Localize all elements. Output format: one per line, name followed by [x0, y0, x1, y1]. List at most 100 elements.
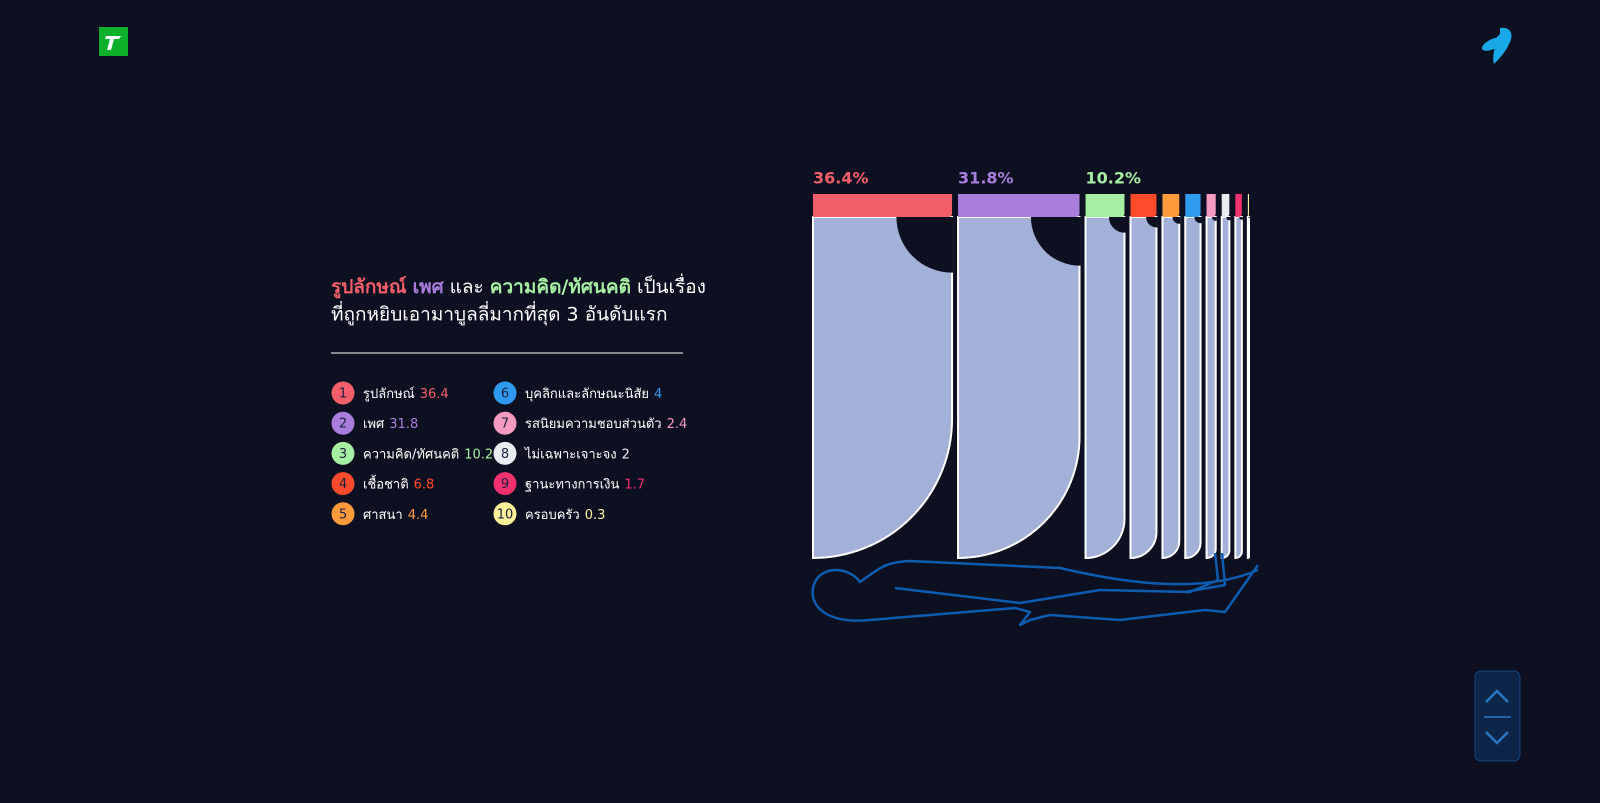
bar-notch: [1248, 217, 1250, 218]
legend-label: ศาสนา: [363, 507, 403, 522]
bar: [1235, 194, 1242, 217]
legend-value: 0.3: [585, 507, 606, 522]
headline-segment: ความคิด/ทัศนคติ: [490, 276, 631, 298]
bar: [813, 194, 953, 217]
legend-label: รูปลักษณ์: [363, 386, 415, 402]
bar-body: [1205, 216, 1217, 560]
bar-body: [1129, 216, 1158, 560]
legend-rank: 7: [501, 417, 509, 432]
legend-value: 10.2: [464, 447, 493, 462]
legend-rank: 5: [339, 507, 347, 522]
legend-dot: [331, 502, 355, 526]
legend-value: 1.7: [624, 477, 645, 492]
value-label: 31.8%: [958, 169, 1014, 188]
legend-item: ไม่เฉพาะเจาะจง 2: [524, 446, 630, 462]
bar-body: [1246, 216, 1250, 560]
legend-item: ความคิด/ทัศนคติ 10.2: [363, 447, 493, 462]
bar: [958, 194, 1080, 217]
legend-dot: [331, 441, 355, 465]
logo-leaf: [1481, 37, 1505, 51]
legend-rank: 4: [339, 477, 347, 492]
bar-body: [957, 216, 1081, 560]
legend-rank: 6: [501, 387, 509, 402]
bar: [1247, 194, 1249, 217]
bar: [1162, 194, 1180, 217]
scroll-nav[interactable]: [1474, 670, 1521, 762]
bar: [1085, 194, 1125, 217]
bar-notch: [1108, 217, 1126, 233]
bar: [1206, 194, 1216, 217]
bar-body: [1084, 216, 1126, 560]
bar-body: [1161, 216, 1181, 560]
headline-segment: และ: [450, 276, 484, 298]
nav-up[interactable]: [1485, 689, 1509, 703]
bar-notch: [1194, 217, 1202, 224]
legend-item: ครอบครัว 0.3: [525, 507, 605, 522]
legend-dot: [493, 411, 517, 435]
legend-dot: [331, 411, 355, 435]
legend-item: บุคลิกและลักษณะนิสัย 4: [525, 387, 662, 402]
legend-label: เพศ: [363, 417, 385, 432]
bar: [1130, 194, 1157, 217]
bar-notch: [1172, 217, 1181, 224]
logo-box: [99, 27, 128, 56]
bar-notch: [1239, 217, 1243, 220]
nav-box: [1474, 670, 1521, 762]
legend-value: 36.4: [420, 387, 449, 402]
headline-line: ที่ถูกหยิบเอามาบูลลี่มากที่สุด 3 อันดับแ…: [331, 301, 667, 327]
bar: [1221, 194, 1230, 217]
legend: 1 รูปลักษณ์ 36.4 2 เพศ 31.8 3 ความคิด/ทัศนคติ 10…: [331, 381, 687, 526]
bar-notch: [896, 217, 954, 273]
legend-rank: 2: [339, 417, 347, 432]
legend-rank: 9: [501, 477, 509, 492]
chart: 36.4% 31.8% 10.2%: [812, 169, 1250, 560]
legend-dot: [493, 381, 517, 405]
bar-body: [812, 216, 954, 560]
logo-glyph: [105, 36, 121, 50]
legend-label: ครอบครัว: [525, 507, 580, 522]
bar-notch: [1212, 217, 1217, 221]
legend-dot: [493, 502, 517, 526]
legend-item: รูปลักษณ์ 36.4: [363, 386, 449, 402]
legend-rank: 3: [339, 447, 347, 462]
logo-left[interactable]: [99, 27, 128, 56]
bar: [1185, 194, 1201, 217]
body-outline: [811, 552, 1260, 627]
legend-label: ความคิด/ทัศนคติ: [363, 447, 459, 462]
legend-rank: 10: [497, 507, 514, 522]
legend-dot: [331, 381, 355, 405]
legend-item: รสนิยมความชอบส่วนตัว 2.4: [525, 417, 687, 432]
value-label: 36.4%: [813, 169, 869, 188]
headline-segment: เพศ: [413, 276, 445, 298]
nav-down[interactable]: [1485, 731, 1509, 745]
bar-notch: [1146, 217, 1158, 228]
value-label: 10.2%: [1086, 169, 1142, 188]
legend-label: เชื้อชาติ: [363, 474, 409, 492]
headline-segment: รูปลักษณ์: [331, 276, 407, 299]
bar-body: [1220, 216, 1231, 560]
legend-item: เพศ 31.8: [363, 417, 418, 432]
legend-value: 4: [654, 387, 662, 402]
bar-notch: [1226, 217, 1231, 221]
bar-body: [1234, 216, 1243, 560]
legend-dot: [331, 472, 355, 496]
headline-line: รูปลักษณ์ เพศ และ ความคิด/ทัศนคติ เป็นเรื่อง: [331, 273, 706, 299]
legend-dot: [493, 441, 517, 465]
legend-value: 31.8: [389, 417, 418, 432]
legend-rank: 8: [501, 447, 509, 462]
legend-item: เชื้อชาติ 6.8: [363, 474, 434, 492]
legend-label: บุคลิกและลักษณะนิสัย: [525, 387, 649, 402]
legend-label: ไม่เฉพาะเจาะจง: [524, 446, 617, 462]
legend-item: ฐานะทางการเงิน 1.7: [525, 477, 645, 492]
legend-value: 6.8: [414, 477, 435, 492]
legend-item: ศาสนา 4.4: [363, 507, 428, 522]
logo-right[interactable]: [1480, 27, 1512, 65]
legend-value: 2.4: [667, 417, 688, 432]
headline-segment: เป็นเรื่อง: [637, 273, 706, 298]
legend-value: 4.4: [408, 507, 429, 522]
bar-body: [1184, 216, 1202, 560]
legend-label: ฐานะทางการเงิน: [525, 477, 620, 492]
